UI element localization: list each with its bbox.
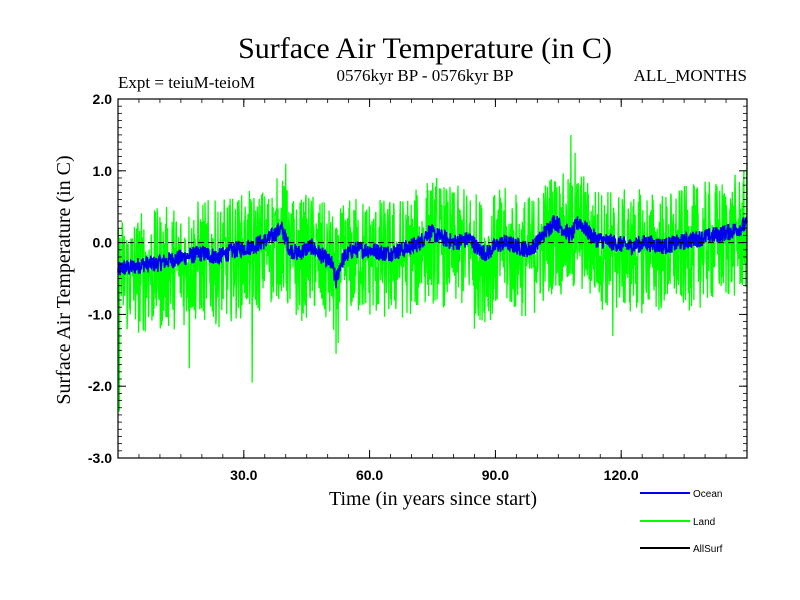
series-line-ocean xyxy=(117,214,748,289)
x-tick-label: 90.0 xyxy=(482,467,509,483)
x-tick-label: 120.0 xyxy=(604,467,639,483)
chart-subtitle-left: Expt = teiuM-teioM xyxy=(118,73,255,92)
legend-label-land: Land xyxy=(693,517,715,528)
chart-title: Surface Air Temperature (in C) xyxy=(238,32,612,65)
y-axis-label: Surface Air Temperature (in C) xyxy=(53,155,75,404)
y-tick-label: -2.0 xyxy=(88,378,112,394)
axes-group: 2.0 1.0 0.0 -1.0 -2.0 -3.0 30.0 60.0 90.0 120.0 xyxy=(88,91,748,483)
chart-subtitle-center: 0576kyr BP - 0576kyr BP xyxy=(337,66,514,85)
y-tick-label: 2.0 xyxy=(93,91,113,107)
legend: Ocean Land AllSurf xyxy=(640,489,723,555)
legend-label-ocean: Ocean xyxy=(693,489,722,500)
y-tick-label: 0.0 xyxy=(93,235,113,251)
y-tick-label: -3.0 xyxy=(88,450,112,466)
chart-subtitle-right: ALL_MONTHS xyxy=(634,66,747,85)
series-line-land xyxy=(117,134,748,412)
x-tick-label: 30.0 xyxy=(230,467,257,483)
y-tick-label: 1.0 xyxy=(93,163,113,179)
x-tick-label: 60.0 xyxy=(356,467,383,483)
x-axis-label: Time (in years since start) xyxy=(329,488,537,510)
y-tick-label: -1.0 xyxy=(88,306,112,322)
series-group xyxy=(117,134,748,412)
legend-label-allsurf: AllSurf xyxy=(693,544,723,555)
